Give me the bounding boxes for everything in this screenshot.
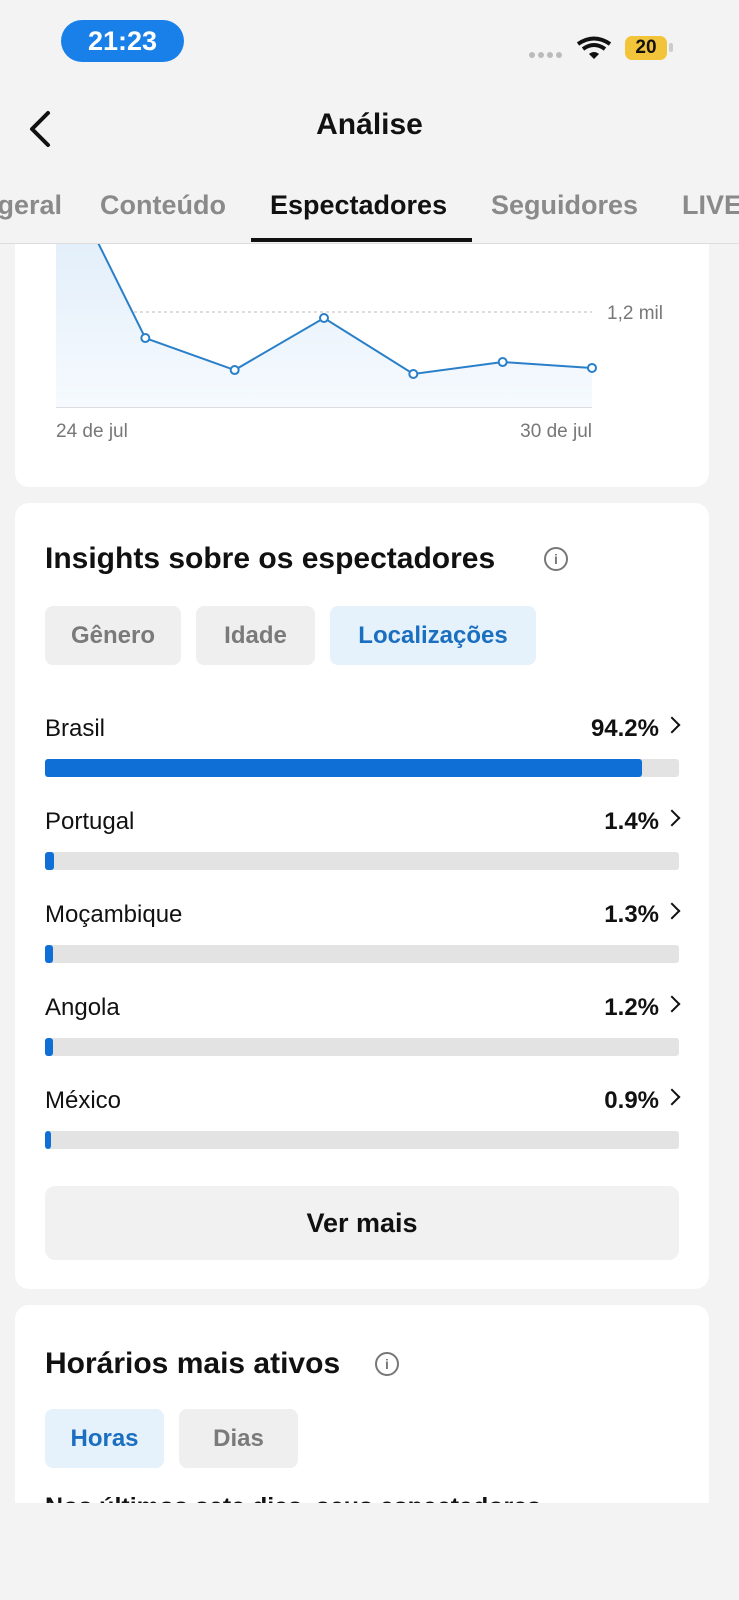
- filter-chip[interactable]: Horas: [45, 1409, 164, 1468]
- point: [229, 365, 240, 376]
- filter-chip[interactable]: Dias: [179, 1409, 298, 1468]
- status-time: 21:23: [61, 20, 184, 62]
- bar-track: [45, 1131, 679, 1149]
- bar: [45, 759, 643, 777]
- location-share: 1.3%: [604, 901, 659, 928]
- tab-underline: [251, 238, 472, 242]
- see-more-button[interactable]: Ver mais: [45, 1186, 679, 1260]
- tab[interactable]: Visão geral: [0, 190, 62, 220]
- x-tick-label: 24 de jul: [56, 421, 128, 442]
- tab[interactable]: Seguidores: [491, 190, 639, 220]
- section-title: Insights sobre os espectadores: [45, 542, 496, 575]
- point: [408, 368, 419, 379]
- point: [140, 333, 151, 344]
- active-times-card: Horários mais ativos i Horas Dias Nos úl…: [15, 1305, 709, 1503]
- area: [56, 244, 592, 407]
- chart: 1,2 mil 24 de jul 30 de jul: [56, 244, 663, 442]
- point: [319, 313, 329, 324]
- description: Nos últimos sete dias, seus espectadores: [45, 1493, 541, 1503]
- bar-track: [45, 945, 679, 963]
- location-name: Angola: [45, 994, 120, 1021]
- tab[interactable]: Conteúdo: [100, 190, 226, 220]
- bar: [45, 1038, 53, 1056]
- section-title: Horários mais ativos: [45, 1347, 341, 1380]
- location-share: 94.2%: [590, 715, 659, 742]
- info-icon[interactable]: i: [544, 547, 568, 571]
- tab[interactable]: LIVE: [682, 190, 739, 220]
- filter-chip[interactable]: Idade: [196, 606, 315, 665]
- location-share: 0.9%: [604, 1087, 659, 1114]
- x-tick-label: 30 de jul: [520, 421, 592, 442]
- location-share: 1.2%: [604, 994, 659, 1021]
- location-share: 1.4%: [604, 808, 659, 835]
- location-name: Moçambique: [45, 901, 183, 928]
- bar: [45, 945, 54, 963]
- battery-tip: [669, 43, 673, 52]
- bar: [45, 852, 54, 870]
- insights-card: Insights sobre os espectadores i Gênero …: [15, 503, 709, 1289]
- bar-track: [45, 852, 679, 870]
- bar-track: [45, 1038, 679, 1056]
- location-name: Portugal: [45, 808, 135, 835]
- status-icons: [529, 36, 612, 59]
- point: [497, 357, 508, 368]
- location-name: México: [45, 1087, 122, 1114]
- page-title: Análise: [316, 108, 423, 141]
- info-icon[interactable]: i: [375, 1352, 399, 1376]
- filter-chip[interactable]: Localizações: [330, 606, 536, 665]
- y-tick-label: 1,2 mil: [607, 303, 663, 324]
- battery: 20: [625, 36, 667, 60]
- tab[interactable]: Espectadores: [270, 190, 448, 220]
- location-name: Brasil: [45, 715, 106, 742]
- back-button[interactable]: [26, 110, 56, 148]
- point: [587, 362, 597, 373]
- tab-bar: Visão geral Conteúdo Espectadores Seguid…: [0, 180, 739, 244]
- filter-chip[interactable]: Gênero: [45, 606, 181, 665]
- bar: [45, 1131, 51, 1149]
